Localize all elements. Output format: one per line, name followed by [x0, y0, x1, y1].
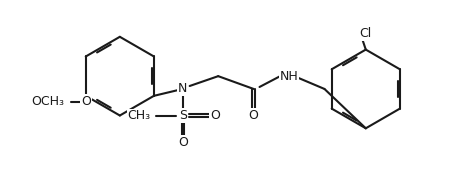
Text: O: O: [210, 109, 220, 122]
Text: OCH₃: OCH₃: [32, 95, 65, 108]
Text: O: O: [178, 136, 188, 149]
Text: Cl: Cl: [359, 27, 372, 40]
Text: O: O: [249, 109, 259, 122]
Text: O: O: [81, 95, 91, 108]
Text: NH: NH: [280, 70, 298, 83]
Text: N: N: [178, 82, 188, 95]
Text: S: S: [179, 109, 187, 122]
Text: CH₃: CH₃: [127, 109, 150, 122]
